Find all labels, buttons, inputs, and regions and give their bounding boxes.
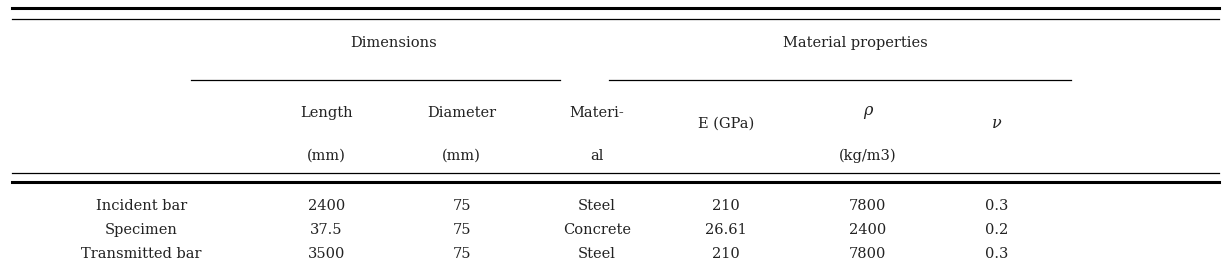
Text: 3500: 3500 [308, 247, 345, 261]
Text: 0.2: 0.2 [986, 223, 1008, 237]
Text: Diameter: Diameter [427, 106, 496, 120]
Text: (kg/m3): (kg/m3) [840, 148, 896, 163]
Text: Dimensions: Dimensions [351, 36, 437, 49]
Text: al: al [591, 149, 603, 163]
Text: Material properties: Material properties [783, 36, 928, 49]
Text: Concrete: Concrete [563, 223, 632, 237]
Text: 75: 75 [452, 223, 471, 237]
Text: Specimen: Specimen [105, 223, 178, 237]
Text: 7800: 7800 [849, 199, 886, 213]
Text: E (GPa): E (GPa) [698, 117, 755, 131]
Text: Steel: Steel [579, 199, 616, 213]
Text: 26.61: 26.61 [705, 223, 747, 237]
Text: 75: 75 [452, 247, 471, 261]
Text: 210: 210 [713, 247, 740, 261]
Text: (mm): (mm) [442, 149, 481, 163]
Text: Materi-: Materi- [570, 106, 624, 120]
Text: Length: Length [300, 106, 352, 120]
Text: ρ: ρ [863, 102, 873, 119]
Text: 0.3: 0.3 [986, 199, 1008, 213]
Text: 210: 210 [713, 199, 740, 213]
Text: 0.3: 0.3 [986, 247, 1008, 261]
Text: Transmitted bar: Transmitted bar [81, 247, 202, 261]
Text: Incident bar: Incident bar [96, 199, 187, 213]
Text: 37.5: 37.5 [310, 223, 342, 237]
Text: 7800: 7800 [849, 247, 886, 261]
Text: 2400: 2400 [849, 223, 886, 237]
Text: (mm): (mm) [307, 149, 346, 163]
Text: Steel: Steel [579, 247, 616, 261]
Text: ν: ν [992, 115, 1002, 132]
Text: 75: 75 [452, 199, 471, 213]
Text: 2400: 2400 [308, 199, 345, 213]
